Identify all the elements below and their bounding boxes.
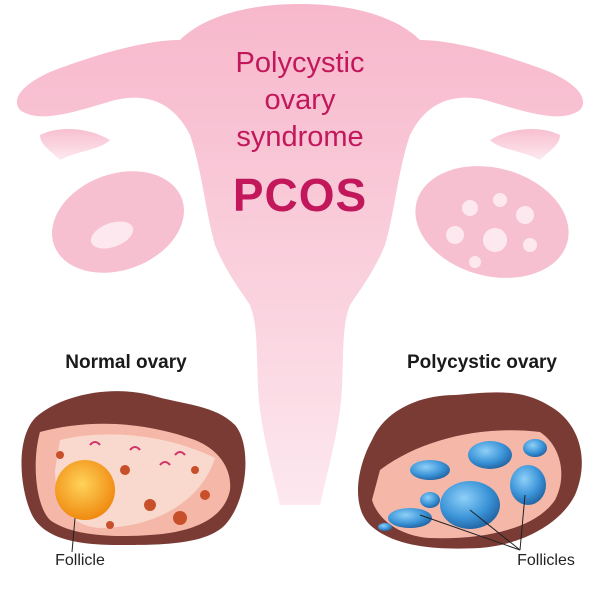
uterus-silhouette (16, 4, 584, 505)
normal-ovary (21, 391, 246, 553)
follicle-callout: Follicle (55, 552, 105, 569)
polycystic-ovary (357, 392, 582, 551)
uterus-left-ovary (52, 171, 184, 273)
normal-ovary-label: Normal ovary (65, 352, 187, 373)
polycystic-ovary-label: Polycystic ovary (407, 352, 557, 373)
normal-follicle (55, 460, 115, 520)
uterus-right-ovary (415, 166, 569, 278)
title-acronym: PCOS (232, 169, 368, 221)
title-line-2: ovary (264, 84, 336, 116)
title-line-3: syndrome (236, 121, 364, 153)
follicles-callout: Follicles (517, 552, 575, 569)
title-line-1: Polycystic (235, 47, 365, 79)
